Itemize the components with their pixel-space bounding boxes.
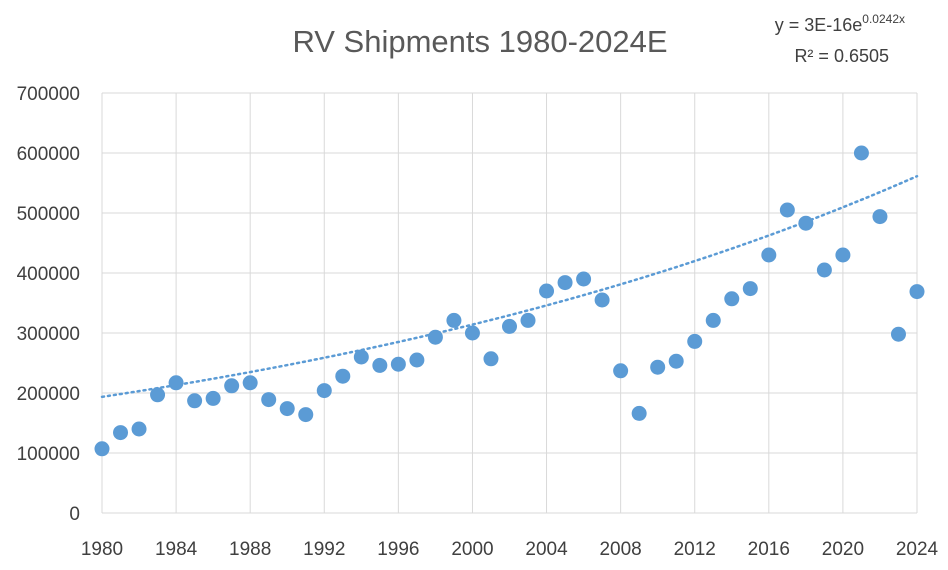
data-point xyxy=(427,329,443,345)
x-tick-label: 2020 xyxy=(822,539,864,560)
chart-title: RV Shipments 1980-2024E xyxy=(292,24,667,59)
x-tick-label: 1996 xyxy=(377,539,419,560)
y-tick-label: 400000 xyxy=(17,264,80,285)
x-tick-label: 2000 xyxy=(451,539,493,560)
y-tick-label: 100000 xyxy=(17,444,80,465)
x-axis-ticks: 1980 1984 1988 1992 1996 2000 2004 2008 2012 2016… xyxy=(81,539,939,560)
trendline-equation: y = 3E-16e0.0242x xyxy=(775,12,905,35)
y-tick-label: 600000 xyxy=(17,144,80,165)
data-point xyxy=(539,283,555,299)
data-point xyxy=(279,401,295,417)
data-point xyxy=(224,378,240,394)
y-tick-label: 700000 xyxy=(17,84,80,105)
data-point xyxy=(761,247,777,263)
data-point xyxy=(131,421,147,437)
data-point xyxy=(113,425,129,441)
data-point xyxy=(890,326,906,342)
data-point xyxy=(94,441,110,457)
x-tick-label: 2016 xyxy=(748,539,790,560)
x-tick-label: 2012 xyxy=(674,539,716,560)
data-point xyxy=(576,271,592,287)
x-tick-label: 1988 xyxy=(229,539,271,560)
data-point xyxy=(816,262,832,278)
data-point xyxy=(520,312,536,328)
data-point xyxy=(872,209,888,225)
y-tick-label: 0 xyxy=(69,504,80,525)
data-point xyxy=(724,291,740,307)
x-tick-label: 1984 xyxy=(155,539,198,560)
trendline-r-squared: R² = 0.6505 xyxy=(794,46,889,66)
data-point xyxy=(779,202,795,218)
data-point xyxy=(853,145,869,161)
data-point xyxy=(261,392,277,408)
x-tick-label: 1992 xyxy=(303,539,345,560)
data-point xyxy=(353,349,369,365)
data-point xyxy=(205,390,221,406)
data-point xyxy=(390,356,406,372)
x-tick-label: 2024 xyxy=(896,539,939,560)
data-point xyxy=(909,284,925,300)
data-point xyxy=(687,333,703,349)
x-tick-label: 1980 xyxy=(81,539,123,560)
data-point xyxy=(335,368,351,384)
data-point xyxy=(242,375,258,391)
data-point xyxy=(650,359,666,375)
data-point xyxy=(446,312,462,328)
y-tick-label: 200000 xyxy=(17,384,80,405)
data-point xyxy=(502,318,517,334)
data-point xyxy=(705,312,721,328)
y-tick-label: 500000 xyxy=(17,204,80,225)
data-point xyxy=(613,363,629,379)
data-point xyxy=(594,292,610,308)
data-point xyxy=(557,275,573,291)
data-points xyxy=(94,145,925,457)
data-point xyxy=(150,387,166,403)
data-point xyxy=(409,352,425,368)
data-point xyxy=(298,407,314,423)
y-tick-label: 300000 xyxy=(17,324,80,345)
data-point xyxy=(187,393,203,409)
data-point xyxy=(798,215,814,231)
trendline-equation-prefix: y = 3E-16e xyxy=(775,15,863,35)
gridlines xyxy=(101,92,918,514)
data-point xyxy=(631,405,647,421)
trendline-equation-exponent: 0.0242x xyxy=(862,12,905,26)
x-tick-label: 2008 xyxy=(599,539,641,560)
data-point xyxy=(316,383,332,399)
data-point xyxy=(483,351,499,367)
data-point xyxy=(372,357,388,373)
y-axis-ticks: 0 100000 200000 300000 400000 500000 600000 700… xyxy=(17,84,80,525)
data-point xyxy=(668,353,684,369)
data-point xyxy=(742,281,758,297)
data-point xyxy=(464,325,480,341)
data-point xyxy=(835,247,851,263)
x-tick-label: 2004 xyxy=(525,539,568,560)
trendline xyxy=(100,174,919,399)
data-point xyxy=(168,375,184,391)
